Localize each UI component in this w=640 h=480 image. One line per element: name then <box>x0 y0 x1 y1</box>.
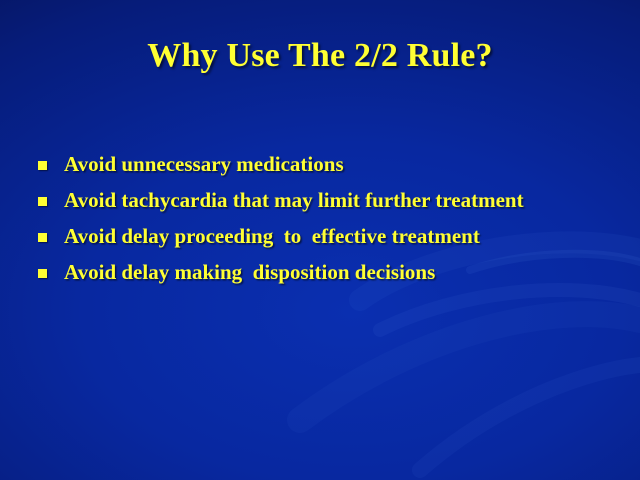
bullet-item: Avoid delay proceeding to effective trea… <box>38 218 628 254</box>
bullet-list: Avoid unnecessary medications Avoid tach… <box>38 146 628 290</box>
bullet-text: Avoid unnecessary medications <box>64 152 344 176</box>
bullet-text: Avoid delay making disposition decisions <box>64 260 436 284</box>
bullet-text: Avoid tachycardia that may limit further… <box>64 188 524 212</box>
square-bullet-icon <box>38 160 47 170</box>
bullet-item: Avoid delay making disposition decisions <box>38 254 628 290</box>
bullet-item: Avoid unnecessary medications <box>38 146 628 182</box>
square-bullet-icon <box>38 196 47 206</box>
square-bullet-icon <box>38 268 47 278</box>
slide-title: Why Use The 2/2 Rule? <box>147 37 493 74</box>
square-bullet-icon <box>38 232 47 242</box>
bullet-text: Avoid delay proceeding to effective trea… <box>64 224 480 248</box>
bullet-item: Avoid tachycardia that may limit further… <box>38 182 628 218</box>
